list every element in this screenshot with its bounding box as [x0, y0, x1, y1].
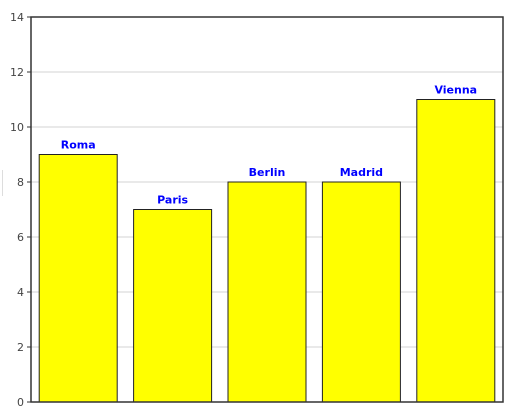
edge-mark — [2, 170, 3, 196]
bars — [38, 99, 496, 403]
bar-label-paris: Paris — [157, 194, 188, 207]
y-tick-label: 2 — [17, 341, 24, 354]
data-labels: Roma Paris Berlin Madrid Vienna — [61, 84, 477, 207]
bar-label-roma: Roma — [61, 139, 96, 152]
bar-berlin — [227, 181, 307, 403]
bar-label-vienna: Vienna — [434, 84, 477, 97]
y-axis-ticks: 0 2 4 6 8 10 12 14 — [10, 11, 31, 409]
bar-madrid — [321, 181, 401, 403]
y-tick-label: 6 — [17, 231, 24, 244]
y-tick-label: 10 — [10, 121, 24, 134]
y-tick-label: 4 — [17, 286, 24, 299]
bar-roma — [38, 154, 118, 403]
bar-label-madrid: Madrid — [340, 166, 383, 179]
y-tick-label: 0 — [17, 396, 24, 409]
y-tick-label: 12 — [10, 66, 24, 79]
bar-paris — [133, 209, 213, 403]
y-tick-label: 8 — [17, 176, 24, 189]
plot-frame — [30, 16, 504, 403]
bar-vienna — [416, 99, 496, 403]
y-tick-label: 14 — [10, 11, 24, 24]
bar-label-berlin: Berlin — [249, 166, 286, 179]
